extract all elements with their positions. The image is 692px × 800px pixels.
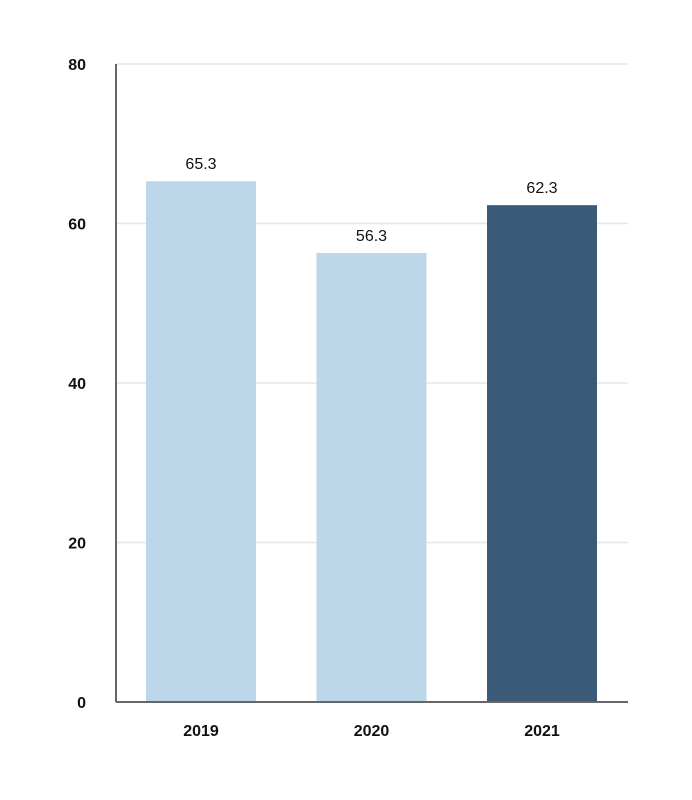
- y-axis-ticks: 0 20 40 60 80: [68, 57, 86, 712]
- data-label-2019: 65.3: [185, 156, 216, 173]
- bar-2020: [316, 253, 427, 702]
- y-tick-label: 80: [68, 57, 86, 74]
- bar-2021: [487, 205, 597, 702]
- y-tick-label: 20: [68, 536, 86, 553]
- data-label-2021: 62.3: [526, 180, 557, 197]
- x-tick-label-2020: 2020: [354, 723, 390, 740]
- axes: [115, 64, 628, 703]
- y-tick-label: 0: [77, 695, 86, 712]
- x-tick-label-2019: 2019: [183, 723, 219, 740]
- bars: [146, 181, 597, 703]
- y-tick-label: 60: [68, 217, 86, 234]
- data-labels: 65.3 56.3 62.3: [185, 156, 557, 245]
- x-tick-label-2021: 2021: [524, 723, 560, 740]
- bar-2019: [146, 181, 256, 703]
- y-tick-label: 40: [68, 376, 86, 393]
- data-label-2020: 56.3: [356, 228, 387, 245]
- x-axis-ticks: 2019 2020 2021: [183, 723, 560, 740]
